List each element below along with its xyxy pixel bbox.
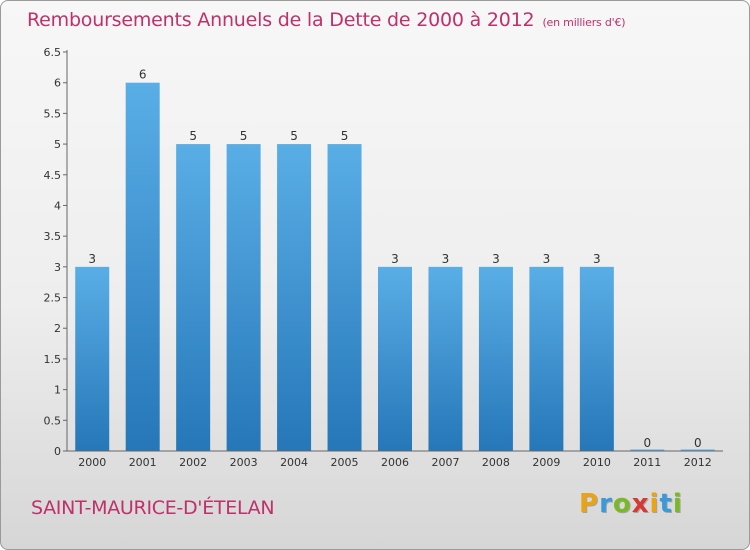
y-tick-label: 4.5	[44, 169, 62, 182]
logo-letter: i	[672, 489, 683, 519]
bar	[125, 82, 160, 451]
bar	[75, 266, 110, 451]
logo-letter: P	[579, 489, 600, 519]
x-tick-label: 2006	[381, 456, 409, 469]
x-tick-label: 2005	[331, 456, 359, 469]
y-tick-label: 3.5	[44, 230, 62, 243]
y-tick-label: 1	[54, 384, 61, 397]
bar-value-label: 5	[341, 129, 349, 143]
bar	[529, 266, 564, 451]
bar	[226, 144, 261, 452]
y-tick-label: 4	[54, 199, 61, 212]
x-tick-label: 2008	[482, 456, 510, 469]
bar	[428, 266, 463, 451]
bar-value-label: 0	[694, 436, 702, 450]
y-tick-label: 5.5	[44, 107, 62, 120]
x-tick-label: 2003	[230, 456, 258, 469]
x-tick-label: 2011	[633, 456, 661, 469]
y-tick-label: 3	[54, 261, 61, 274]
bar-value-label: 5	[240, 129, 248, 143]
title-text: Remboursements Annuels de la Dette de 20…	[27, 9, 535, 31]
proxiti-logo: Proxiti	[579, 489, 683, 519]
bar-value-label: 3	[391, 252, 399, 266]
x-tick-label: 2007	[431, 456, 459, 469]
logo-letter: r	[599, 489, 613, 519]
bar	[630, 449, 665, 451]
logo-letter: x	[631, 489, 650, 519]
bar-value-label: 3	[593, 252, 601, 266]
bar-value-label: 6	[139, 68, 147, 82]
bar-value-label: 3	[442, 252, 450, 266]
y-tick-label: 6.5	[44, 46, 62, 59]
bar-value-label: 3	[88, 252, 96, 266]
bar	[176, 144, 211, 452]
y-tick-label: 0	[54, 445, 61, 458]
bar	[680, 449, 715, 451]
chart-title: Remboursements Annuels de la Dette de 20…	[27, 9, 626, 31]
bar-value-label: 5	[189, 129, 197, 143]
bar	[277, 144, 312, 452]
logo-letter: t	[659, 489, 673, 519]
bar-value-label: 0	[643, 436, 651, 450]
x-tick-label: 2004	[280, 456, 308, 469]
bar-value-label: 3	[492, 252, 500, 266]
bar	[478, 266, 513, 451]
commune-name: SAINT-MAURICE-D'ÉTELAN	[31, 497, 275, 519]
x-tick-label: 2010	[583, 456, 611, 469]
y-tick-label: 6	[54, 77, 61, 90]
y-tick-label: 0.5	[44, 414, 62, 427]
logo-letter: i	[649, 489, 660, 519]
x-tick-label: 2002	[179, 456, 207, 469]
y-tick-label: 2.5	[44, 292, 62, 305]
title-unit: (en milliers d'€)	[542, 16, 626, 29]
x-tick-label: 2000	[78, 456, 106, 469]
x-tick-label: 2001	[129, 456, 157, 469]
bar-value-label: 3	[543, 252, 551, 266]
bar	[327, 144, 362, 452]
y-tick-label: 1.5	[44, 353, 62, 366]
bar	[579, 266, 614, 451]
logo-letter: o	[612, 489, 632, 519]
x-tick-label: 2012	[684, 456, 712, 469]
x-tick-label: 2009	[532, 456, 560, 469]
bar-value-label: 5	[290, 129, 298, 143]
y-tick-label: 5	[54, 138, 61, 151]
bar	[378, 266, 412, 451]
y-tick-label: 2	[54, 322, 61, 335]
